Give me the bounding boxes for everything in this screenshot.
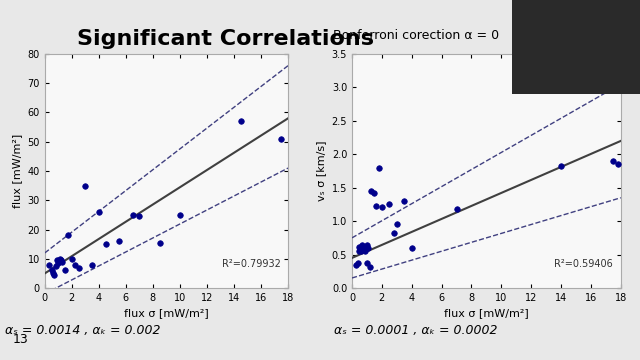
Point <box>357 242 367 247</box>
Point <box>100 241 111 247</box>
Point <box>369 190 380 196</box>
Point <box>51 263 61 269</box>
X-axis label: flux σ [mW/m²]: flux σ [mW/m²] <box>124 309 209 318</box>
Text: αₛ = 0.0014 , αₖ = 0.002: αₛ = 0.0014 , αₖ = 0.002 <box>6 324 161 337</box>
Point <box>360 248 371 254</box>
Point <box>377 204 387 210</box>
Point <box>56 257 66 263</box>
Point <box>60 267 70 273</box>
Point <box>371 203 381 209</box>
Point <box>63 233 73 238</box>
Point <box>356 248 366 254</box>
Point <box>365 264 375 270</box>
Point <box>451 206 461 212</box>
X-axis label: flux σ [mW/m²]: flux σ [mW/m²] <box>444 309 529 318</box>
Point <box>80 183 90 189</box>
Point <box>48 270 58 276</box>
Point <box>355 248 365 254</box>
Text: R²=0.79932: R²=0.79932 <box>222 259 281 269</box>
Point <box>57 259 67 265</box>
Point <box>47 267 57 273</box>
Point <box>364 245 374 251</box>
Point <box>69 262 79 267</box>
Point <box>608 158 618 164</box>
Text: 13: 13 <box>13 333 29 346</box>
Point <box>384 202 394 207</box>
Point <box>362 242 372 247</box>
Point <box>374 165 384 171</box>
Point <box>53 260 63 266</box>
Point <box>93 209 104 215</box>
Point <box>67 256 77 262</box>
Point <box>74 265 84 270</box>
Point <box>359 245 369 251</box>
Point <box>353 260 363 265</box>
Point <box>236 118 246 124</box>
Text: αₛ = 0.0001 , αₖ = 0.0002: αₛ = 0.0001 , αₖ = 0.0002 <box>334 324 498 337</box>
Point <box>127 212 138 218</box>
Point <box>556 163 566 169</box>
Point <box>399 198 410 204</box>
Y-axis label: vₛ σ [km/s]: vₛ σ [km/s] <box>316 141 326 201</box>
Point <box>134 213 145 219</box>
Point <box>612 161 623 167</box>
Point <box>362 260 372 265</box>
Point <box>114 238 124 244</box>
Point <box>52 257 62 263</box>
Text: Bonferroni corection α = 0: Bonferroni corection α = 0 <box>333 29 499 42</box>
Point <box>49 272 60 278</box>
Point <box>388 230 399 236</box>
Point <box>276 136 286 142</box>
Y-axis label: flux [mW/m²]: flux [mW/m²] <box>12 134 22 208</box>
Point <box>392 222 402 228</box>
Text: Significant Correlations: Significant Correlations <box>77 29 374 49</box>
Text: R²=0.59406: R²=0.59406 <box>554 259 612 269</box>
Point <box>154 240 164 246</box>
Point <box>351 262 362 267</box>
Point <box>44 262 54 267</box>
Point <box>87 262 97 267</box>
Point <box>175 212 185 218</box>
Point <box>406 245 417 251</box>
Point <box>366 188 376 194</box>
Point <box>355 244 365 249</box>
Point <box>54 256 65 262</box>
